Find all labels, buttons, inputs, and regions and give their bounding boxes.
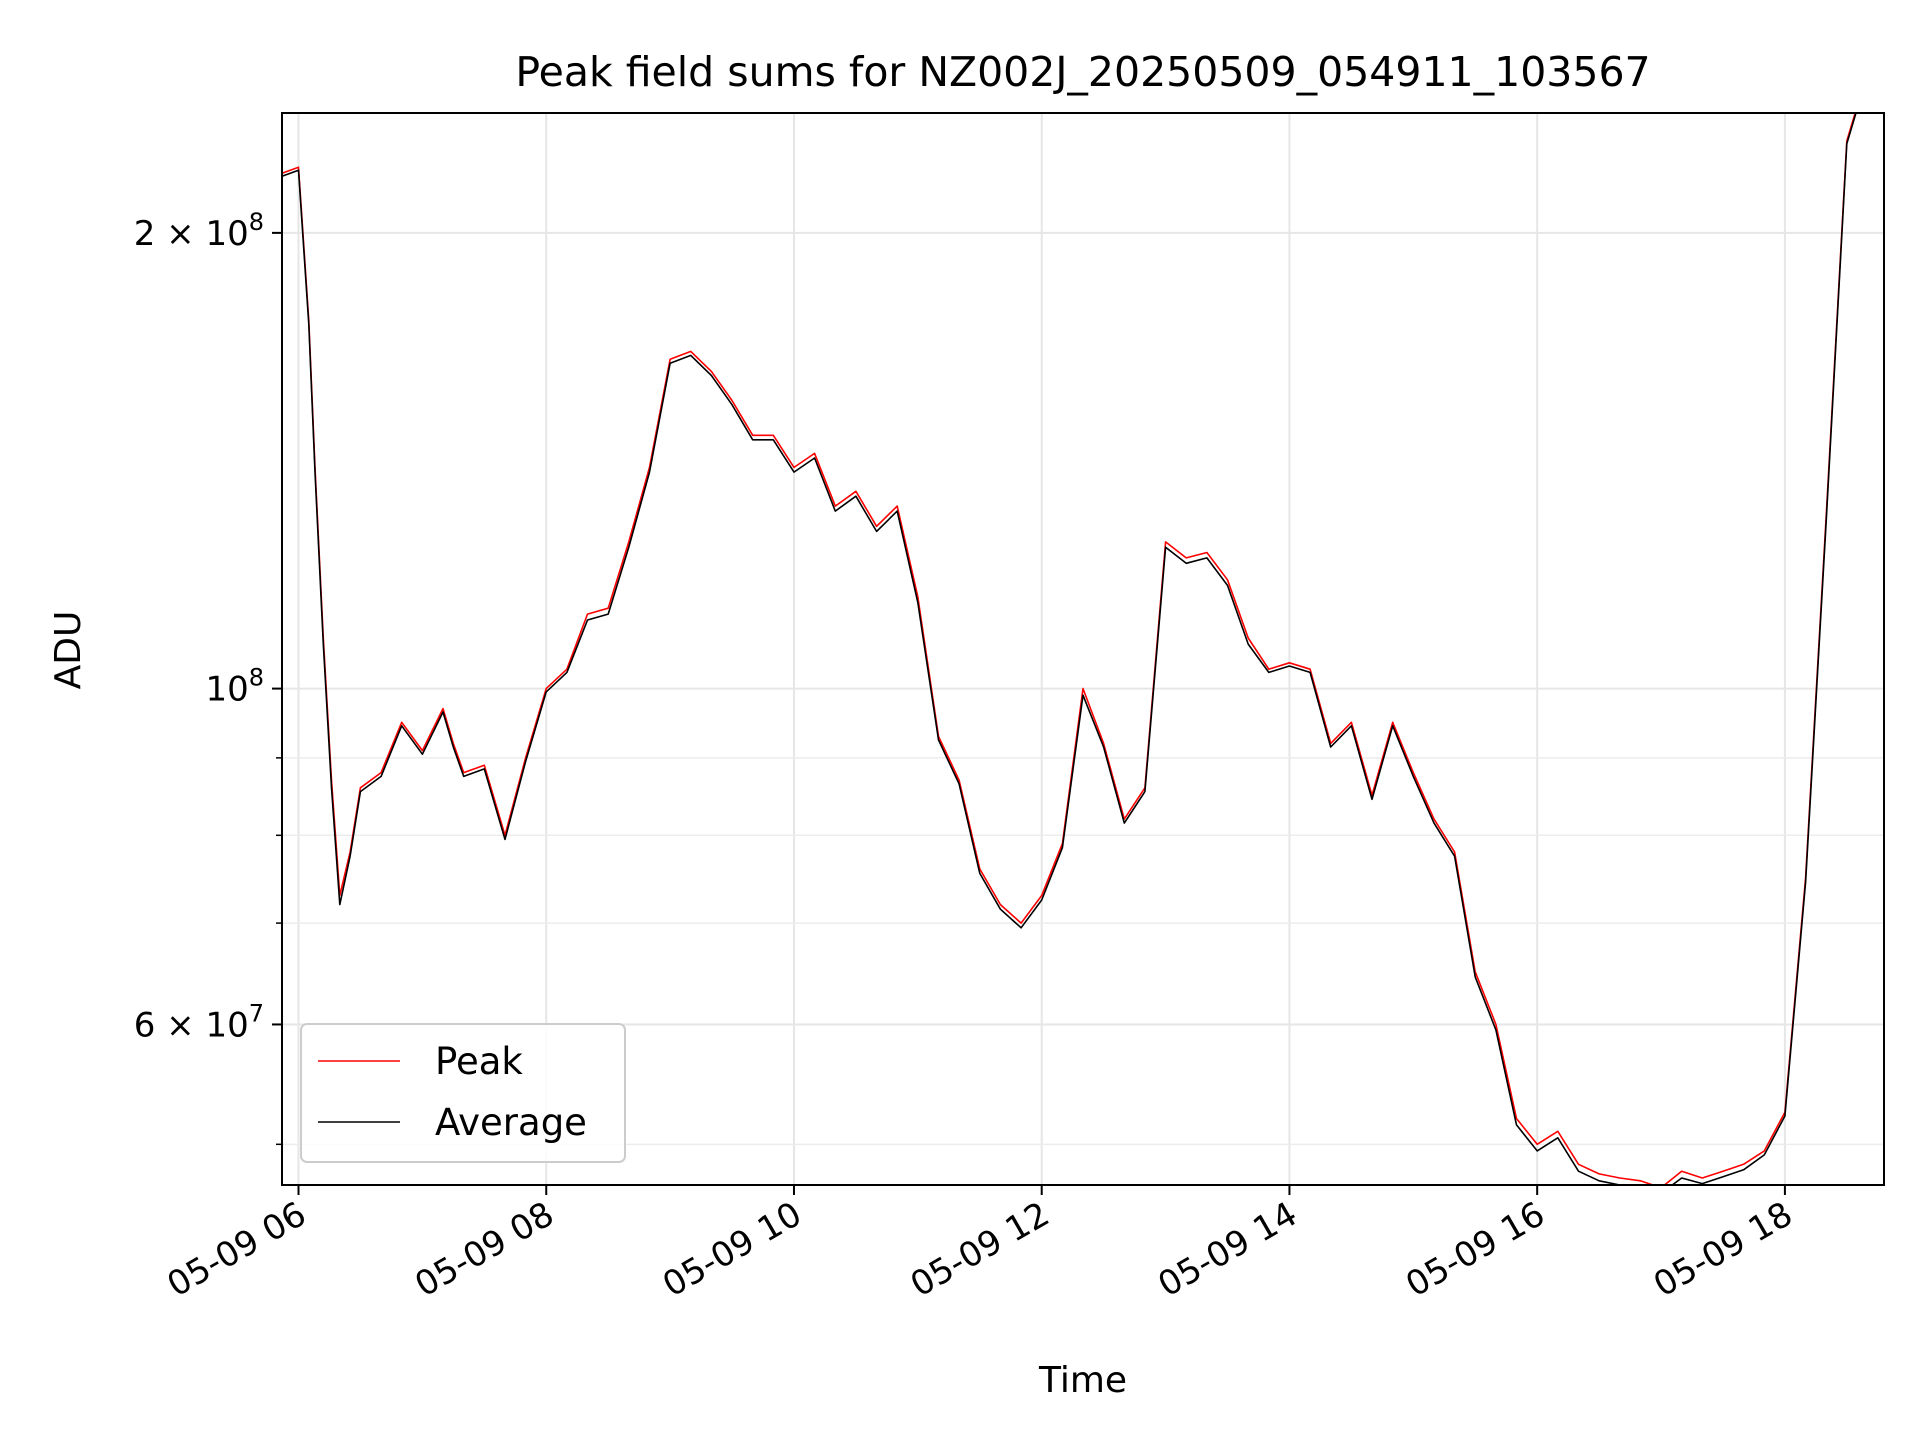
y-axis-ticks: 6 × 107 108 2 × 108 bbox=[134, 208, 282, 1146]
series-line-peak bbox=[282, 113, 1856, 1185]
x-tick-label: 05-09 18 bbox=[1647, 1194, 1799, 1305]
y-axis-label: ADU bbox=[48, 611, 89, 690]
x-tick-label: 05-09 14 bbox=[1152, 1194, 1304, 1305]
y-tick-label: 2 × 108 bbox=[134, 208, 264, 254]
x-tick-label: 05-09 10 bbox=[656, 1194, 808, 1305]
chart-title: Peak field sums for NZ002J_20250509_0549… bbox=[515, 48, 1650, 96]
y-tick-label: 6 × 107 bbox=[134, 999, 264, 1045]
series-layer bbox=[282, 113, 1857, 1185]
x-axis-label: Time bbox=[1038, 1360, 1127, 1401]
x-tick-label: 05-09 08 bbox=[408, 1194, 560, 1305]
legend-box bbox=[300, 1023, 626, 1163]
x-axis-ticks: 05-09 06 05-09 08 05-09 10 05-09 12 05-09 14… bbox=[161, 1185, 1799, 1305]
legend: Peak Average bbox=[300, 1023, 626, 1163]
y-tick-label: 108 bbox=[205, 664, 264, 710]
legend-label-average: Average bbox=[435, 1101, 587, 1144]
x-tick-label: 05-09 16 bbox=[1399, 1194, 1551, 1305]
series-line-average bbox=[282, 113, 1857, 1185]
plot-frame bbox=[281, 112, 1885, 1186]
x-tick-label: 05-09 12 bbox=[904, 1194, 1056, 1305]
legend-label-peak: Peak bbox=[435, 1040, 523, 1083]
x-tick-label: 05-09 06 bbox=[161, 1194, 313, 1305]
